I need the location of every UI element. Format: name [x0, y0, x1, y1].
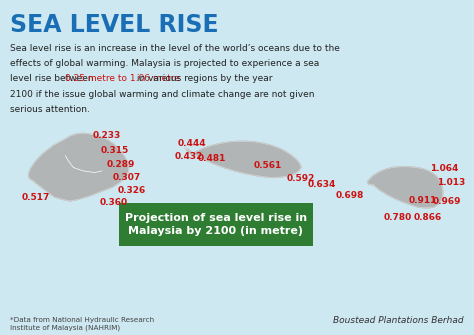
Text: 0.481: 0.481	[197, 154, 226, 163]
Polygon shape	[367, 167, 443, 208]
Text: level rise between: level rise between	[10, 74, 97, 83]
Text: 0.592: 0.592	[287, 174, 315, 183]
Text: effects of global warming. Malaysia is projected to experience a sea: effects of global warming. Malaysia is p…	[10, 59, 319, 68]
Text: 0.315: 0.315	[100, 146, 129, 155]
Text: SEA LEVEL RISE: SEA LEVEL RISE	[10, 13, 219, 38]
Text: 0.289: 0.289	[107, 160, 136, 169]
Text: 0.360: 0.360	[100, 198, 128, 207]
Text: 0.432: 0.432	[174, 152, 203, 161]
Text: 0.444: 0.444	[178, 139, 206, 148]
Text: serious attention.: serious attention.	[10, 105, 91, 114]
Polygon shape	[28, 133, 129, 201]
Text: Sea level rise is an increase in the level of the world’s oceans due to the: Sea level rise is an increase in the lev…	[10, 44, 340, 53]
Text: 0.25 metre to 1.06 metre: 0.25 metre to 1.06 metre	[65, 74, 180, 83]
Text: 1.064: 1.064	[430, 164, 458, 173]
Text: 0.307: 0.307	[112, 173, 141, 182]
Text: 2100 if the issue global warming and climate change are not given: 2100 if the issue global warming and cli…	[10, 90, 315, 99]
Text: 0.561: 0.561	[254, 161, 282, 170]
Text: Boustead Plantations Berhad: Boustead Plantations Berhad	[333, 316, 464, 325]
Text: Projection of sea level rise in
Malaysia by 2100 (in metre): Projection of sea level rise in Malaysia…	[125, 213, 307, 236]
Text: 0.634: 0.634	[308, 180, 337, 189]
Text: 0.911: 0.911	[409, 196, 437, 205]
Polygon shape	[185, 141, 301, 178]
Text: 0.517: 0.517	[21, 193, 50, 202]
Text: 0.866: 0.866	[413, 213, 442, 222]
Text: *Data from National Hydraulic Research
Institute of Malaysia (NAHRIM): *Data from National Hydraulic Research I…	[10, 317, 155, 331]
Text: 0.233: 0.233	[93, 131, 121, 140]
Text: 0.969: 0.969	[432, 197, 461, 206]
Text: 0.326: 0.326	[118, 186, 146, 195]
Text: in various regions by the year: in various regions by the year	[134, 74, 272, 83]
Text: 0.780: 0.780	[384, 213, 412, 222]
Text: 0.698: 0.698	[336, 191, 364, 200]
FancyBboxPatch shape	[118, 203, 313, 246]
Text: 1.013: 1.013	[437, 178, 465, 187]
